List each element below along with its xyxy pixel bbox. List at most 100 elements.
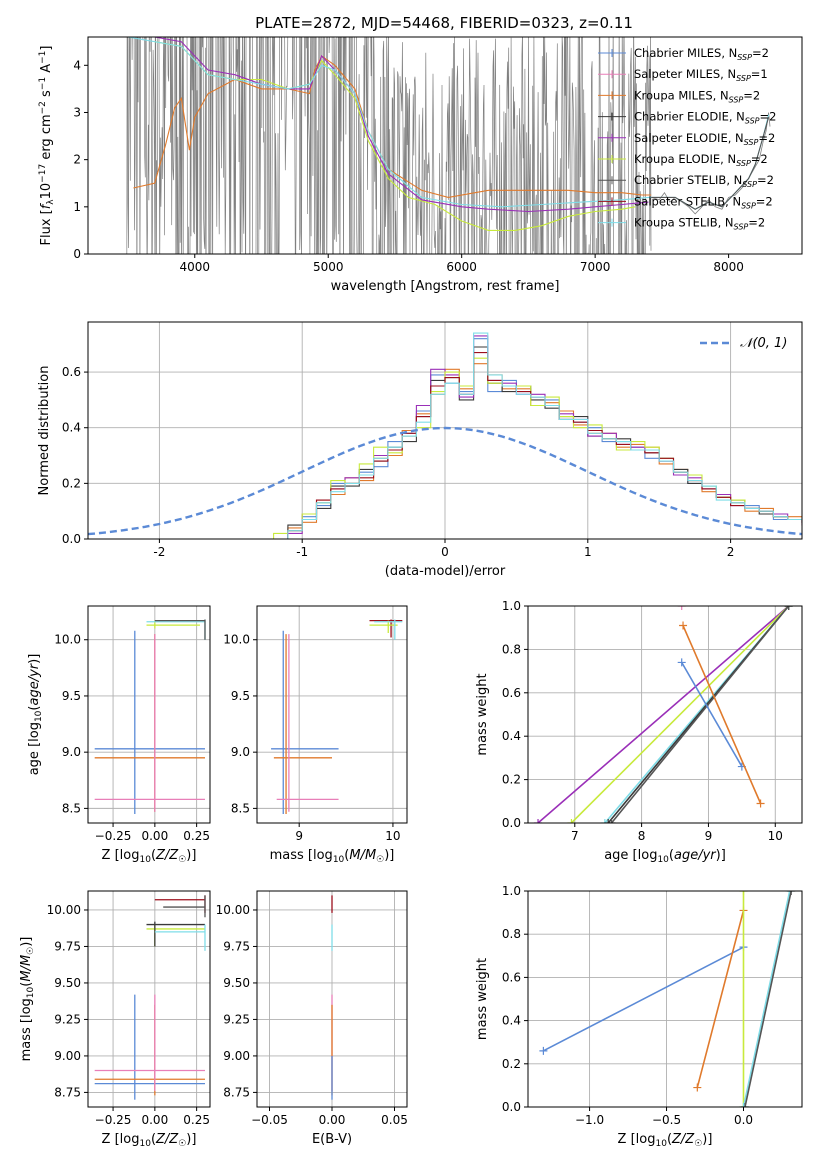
spectrum-ytick-label: 4 xyxy=(73,58,81,72)
residuals-ylabel: Normed distribution xyxy=(37,366,52,496)
weight-line xyxy=(681,661,743,768)
weight-marker xyxy=(741,1103,750,1107)
weight-line xyxy=(570,606,790,823)
observed-spectrum-red-end xyxy=(651,112,771,215)
ebv-mass-xtick-label: −0.05 xyxy=(251,1113,288,1127)
mass-age-ytick-label: 10.0 xyxy=(223,633,250,647)
residuals-xlabel: (data-model)/error xyxy=(385,564,506,579)
spectrum-xtick-label: 6000 xyxy=(446,260,477,274)
figure-title: PLATE=2872, MJD=54468, FIBERID=0323, z=0… xyxy=(255,14,633,32)
age-weight-ytick-label: 0.8 xyxy=(502,642,521,656)
age-weight-ylabel: mass weight xyxy=(475,673,490,755)
spectrum-xtick-label: 7000 xyxy=(580,260,611,274)
age-weight-ytick-label: 0.4 xyxy=(502,729,521,743)
spectrum-ylabel: Flux [fλ10−17 erg cm−2 s−1 A−1] xyxy=(38,46,56,246)
spectrum-xtick-label: 5000 xyxy=(313,260,344,274)
weight-line xyxy=(682,625,762,804)
mass-age-ytick-label: 9.5 xyxy=(231,689,250,703)
z-weight-xtick-label: −1.0 xyxy=(575,1113,604,1127)
spectrum-xtick-label: 8000 xyxy=(713,260,744,274)
spectrum-plot-area xyxy=(126,37,771,254)
weight-line xyxy=(610,606,790,823)
z-age-ytick-label: 8.5 xyxy=(62,801,81,815)
ebv-mass-ytick-label: 8.75 xyxy=(223,1085,250,1099)
z-mass-ytick-label: 10.00 xyxy=(47,903,81,917)
legend-entry: Salpeter ELODIE, NSSP=2 xyxy=(634,131,775,147)
mass-age-xtick-label: 10 xyxy=(385,829,400,843)
age-weight-plot-area xyxy=(528,606,802,823)
z-mass-ylabel: mass [log10(M/M☉)] xyxy=(19,937,36,1062)
age-weight-xlabel: age [log10(age/yr)] xyxy=(604,848,726,865)
residuals-xtick-label: 1 xyxy=(584,545,592,559)
ebv-mass-xtick-label: 0.00 xyxy=(319,1113,346,1127)
ebv-mass-ytick-label: 9.00 xyxy=(223,1049,250,1063)
z-mass-ytick-label: 9.50 xyxy=(54,976,81,990)
z-mass-xtick-label: 0.25 xyxy=(183,1113,210,1127)
ebv-mass-xlabel: E(B-V) xyxy=(312,1132,352,1147)
weight-marker xyxy=(679,621,688,630)
legend-entry: Kroupa STELIB, NSSP=2 xyxy=(634,216,765,232)
z-mass-ytick-label: 9.25 xyxy=(54,1012,81,1026)
legend-entry: Chabrier MILES, NSSP=2 xyxy=(634,46,769,62)
model-spectrum xyxy=(154,37,649,213)
model-spectrum xyxy=(651,117,770,210)
weight-marker xyxy=(784,606,793,610)
legend-gauss-label: 𝒩(0, 1) xyxy=(740,336,787,351)
residuals-ytick-label: 0.6 xyxy=(62,365,81,379)
z-mass-ytick-label: 9.00 xyxy=(54,1049,81,1063)
ebv-mass-ytick-label: 9.75 xyxy=(223,939,250,953)
residual-histogram xyxy=(88,346,802,539)
ebv-mass-ytick-label: 9.25 xyxy=(223,1012,250,1026)
weight-marker xyxy=(677,606,686,610)
age-weight-ytick-label: 1.0 xyxy=(502,599,521,613)
residuals-xtick-label: 2 xyxy=(727,545,735,559)
z-age-ytick-label: 9.0 xyxy=(62,745,81,759)
z-mass-xtick-label: 0.00 xyxy=(141,1113,168,1127)
residuals-xtick-label: -1 xyxy=(296,545,308,559)
weight-marker xyxy=(787,891,796,895)
residual-histogram xyxy=(88,332,802,539)
age-weight-ytick-label: 0.2 xyxy=(502,773,521,787)
residuals-ytick-label: 0.2 xyxy=(62,476,81,490)
mass-age-xtick-label: 9 xyxy=(295,829,303,843)
mass-age-frame xyxy=(256,605,408,824)
z-age-xtick-label: −0.25 xyxy=(95,829,132,843)
residuals-xtick-label: 0 xyxy=(441,545,449,559)
spectrum-ytick-label: 3 xyxy=(73,105,81,119)
spectrum-panel: 4000 5000 6000 7000 8000 0 1 2 3 4 wavelength [Ang… xyxy=(38,36,803,294)
z-age-xlabel: Z [log10(Z/Z☉)] xyxy=(102,848,197,865)
z-age-frame xyxy=(87,605,211,824)
z-weight-panel: −1.0 −0.5 0.0 0.0 0.2 0.4 0.6 0.8 1.0 Z [log10(Z/… xyxy=(475,884,803,1149)
age-weight-ytick-label: 0.0 xyxy=(502,816,521,830)
legend-entry: Chabrier STELIB, NSSP=2 xyxy=(634,173,774,189)
z-age-ytick-label: 10.0 xyxy=(54,633,81,647)
z-weight-ytick-label: 0.8 xyxy=(502,927,521,941)
z-mass-plot-area xyxy=(88,891,210,1107)
legend-entry: Kroupa ELODIE, NSSP=2 xyxy=(634,152,768,168)
z-mass-xtick-label: −0.25 xyxy=(95,1113,132,1127)
z-weight-xlabel: Z [log10(Z/Z☉)] xyxy=(618,1132,713,1149)
residual-histogram xyxy=(88,363,802,539)
spectrum-ytick-label: 0 xyxy=(73,247,81,261)
residuals-xtick-label: -2 xyxy=(153,545,165,559)
residual-histogram xyxy=(88,352,802,539)
residual-histogram xyxy=(88,338,802,539)
normal-curve xyxy=(88,426,802,536)
z-weight-xtick-label: −0.5 xyxy=(652,1113,681,1127)
age-weight-ytick-label: 0.6 xyxy=(502,686,521,700)
legend-entry: Chabrier ELODIE, NSSP=2 xyxy=(634,110,776,126)
weight-marker xyxy=(739,1103,748,1107)
age-weight-panel: 7 8 9 10 0.0 0.2 0.4 0.6 0.8 1.0 age [log10(age/yr… xyxy=(475,599,803,865)
ebv-mass-frame xyxy=(256,890,408,1108)
z-weight-xtick-label: 0.0 xyxy=(734,1113,753,1127)
legend-entry: Salpeter STELIB, NSSP=2 xyxy=(634,194,773,210)
weight-marker xyxy=(785,891,794,895)
z-weight-frame xyxy=(527,890,803,1108)
residuals-frame xyxy=(87,321,803,540)
z-mass-panel: −0.25 0.00 0.25 8.75 9.00 9.25 9.50 9.75 10.00 Z … xyxy=(19,890,211,1149)
residuals-panel: -2 -1 0 1 2 0.0 0.2 0.4 0.6 (data-model)/error Nor… xyxy=(37,321,803,579)
z-weight-ylabel: mass weight xyxy=(475,958,490,1040)
weight-line xyxy=(537,606,790,823)
weight-marker xyxy=(567,819,576,823)
